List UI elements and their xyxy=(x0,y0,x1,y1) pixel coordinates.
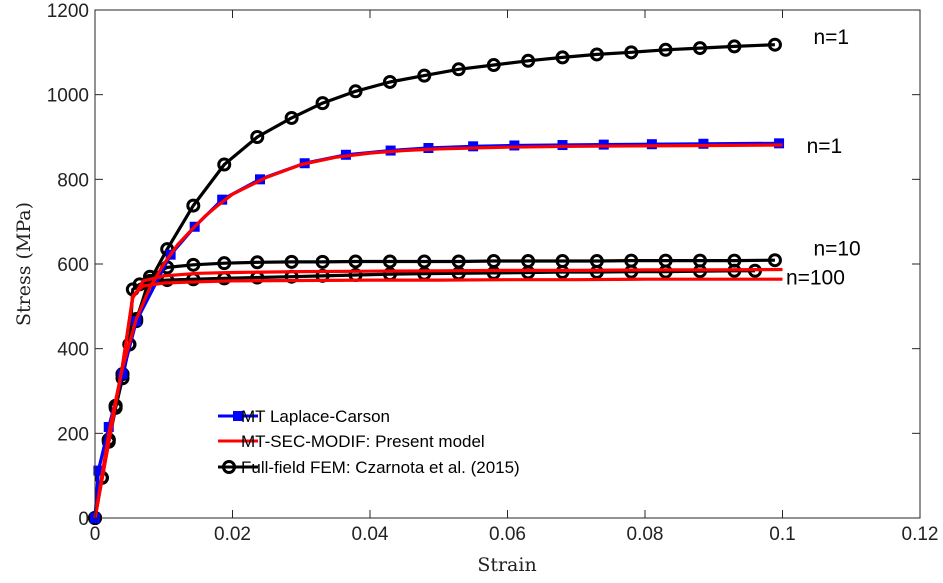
legend-label: MT Laplace-Carson xyxy=(241,407,390,426)
data-point-square xyxy=(509,140,520,151)
series-annotation: n=100 xyxy=(786,266,845,289)
annotation-layer: n=1 n=1 n=10 n=100 xyxy=(786,26,861,289)
series-annotation: n=10 xyxy=(813,238,860,261)
legend-label: Full-field FEM: Czarnota et al. (2015) xyxy=(241,458,520,477)
data-point-circle xyxy=(555,265,570,280)
legend: MT Laplace-Carson MT-SEC-MODIF: Present … xyxy=(218,407,520,477)
legend-label: MT-SEC-MODIF: Present model xyxy=(241,432,485,451)
data-point-circle xyxy=(284,110,299,125)
data-point-circle xyxy=(521,265,536,280)
data-point-circle xyxy=(348,84,363,99)
series-annotation: n=1 xyxy=(807,135,843,158)
data-point-circle xyxy=(284,254,299,269)
data-point-circle xyxy=(315,96,330,111)
data-point-square xyxy=(646,139,657,150)
x-tick-label: 0.08 xyxy=(627,524,664,545)
data-point-square xyxy=(698,138,709,149)
data-point-circle xyxy=(658,264,673,279)
series-line xyxy=(93,143,783,519)
data-point-circle xyxy=(217,256,232,271)
data-point-circle xyxy=(589,47,604,62)
data-point-circle xyxy=(658,42,673,57)
series-mt-sec-modif-n100 xyxy=(93,277,783,519)
data-point-circle xyxy=(417,68,432,83)
legend-item-mt-sec-modif: MT-SEC-MODIF: Present model xyxy=(218,432,485,451)
data-point-circle xyxy=(382,254,397,269)
data-point-circle xyxy=(727,39,742,54)
data-point-circle xyxy=(217,157,232,172)
series-line xyxy=(93,277,783,519)
x-tick-label: 0 xyxy=(90,524,101,545)
data-point-square xyxy=(93,465,104,476)
y-tick-label: 600 xyxy=(57,255,89,276)
data-point-circle xyxy=(348,254,363,269)
data-point-square xyxy=(774,138,785,149)
legend-circle-marker-icon xyxy=(222,460,236,474)
series-annotation: n=1 xyxy=(813,26,849,49)
x-tick-label: 0.12 xyxy=(902,524,939,545)
x-tick-label: 0.1 xyxy=(769,524,795,545)
data-point-circle xyxy=(693,41,707,56)
y-tick-label: 1200 xyxy=(47,1,89,22)
data-point-circle xyxy=(486,58,501,73)
x-tick-label: 0.04 xyxy=(352,524,389,545)
data-point-circle xyxy=(186,198,201,213)
data-point-circle xyxy=(624,45,639,60)
y-tick-label: 800 xyxy=(57,170,89,191)
series-mt-sec-modif-n1 xyxy=(93,143,783,519)
x-tick-label: 0.02 xyxy=(214,524,251,545)
y-tick-label: 200 xyxy=(57,424,89,445)
data-point-circle xyxy=(767,37,782,52)
data-point-circle xyxy=(589,265,604,280)
data-point-circle xyxy=(186,257,201,272)
x-axis-title: Strain xyxy=(477,554,536,576)
series-layer xyxy=(88,37,785,525)
data-point-circle xyxy=(250,130,265,144)
y-tick-label: 1000 xyxy=(47,86,89,107)
y-axis-title: Stress (MPa) xyxy=(13,202,35,326)
legend-item-mt-laplace-carson: MT Laplace-Carson xyxy=(218,407,390,426)
data-point-circle xyxy=(250,255,265,270)
data-point-circle xyxy=(767,253,782,268)
data-point-square xyxy=(468,141,479,152)
data-point-square xyxy=(217,194,228,205)
data-point-circle xyxy=(315,254,330,269)
data-point-circle xyxy=(451,62,466,77)
y-tick-label: 0 xyxy=(78,509,89,530)
legend-square-marker-icon xyxy=(233,411,243,421)
legend-item-full-field-fem: Full-field FEM: Czarnota et al. (2015) xyxy=(218,458,520,477)
y-tick-label: 400 xyxy=(57,340,89,361)
data-point-circle xyxy=(521,53,536,68)
x-tick-label: 0.06 xyxy=(489,524,526,545)
data-point-circle xyxy=(555,50,570,65)
axes-layer: 0 0.02 0.04 0.06 0.08 0.1 0.12 0 200 400 600 800 100… xyxy=(47,1,939,545)
data-point-circle xyxy=(382,74,397,89)
